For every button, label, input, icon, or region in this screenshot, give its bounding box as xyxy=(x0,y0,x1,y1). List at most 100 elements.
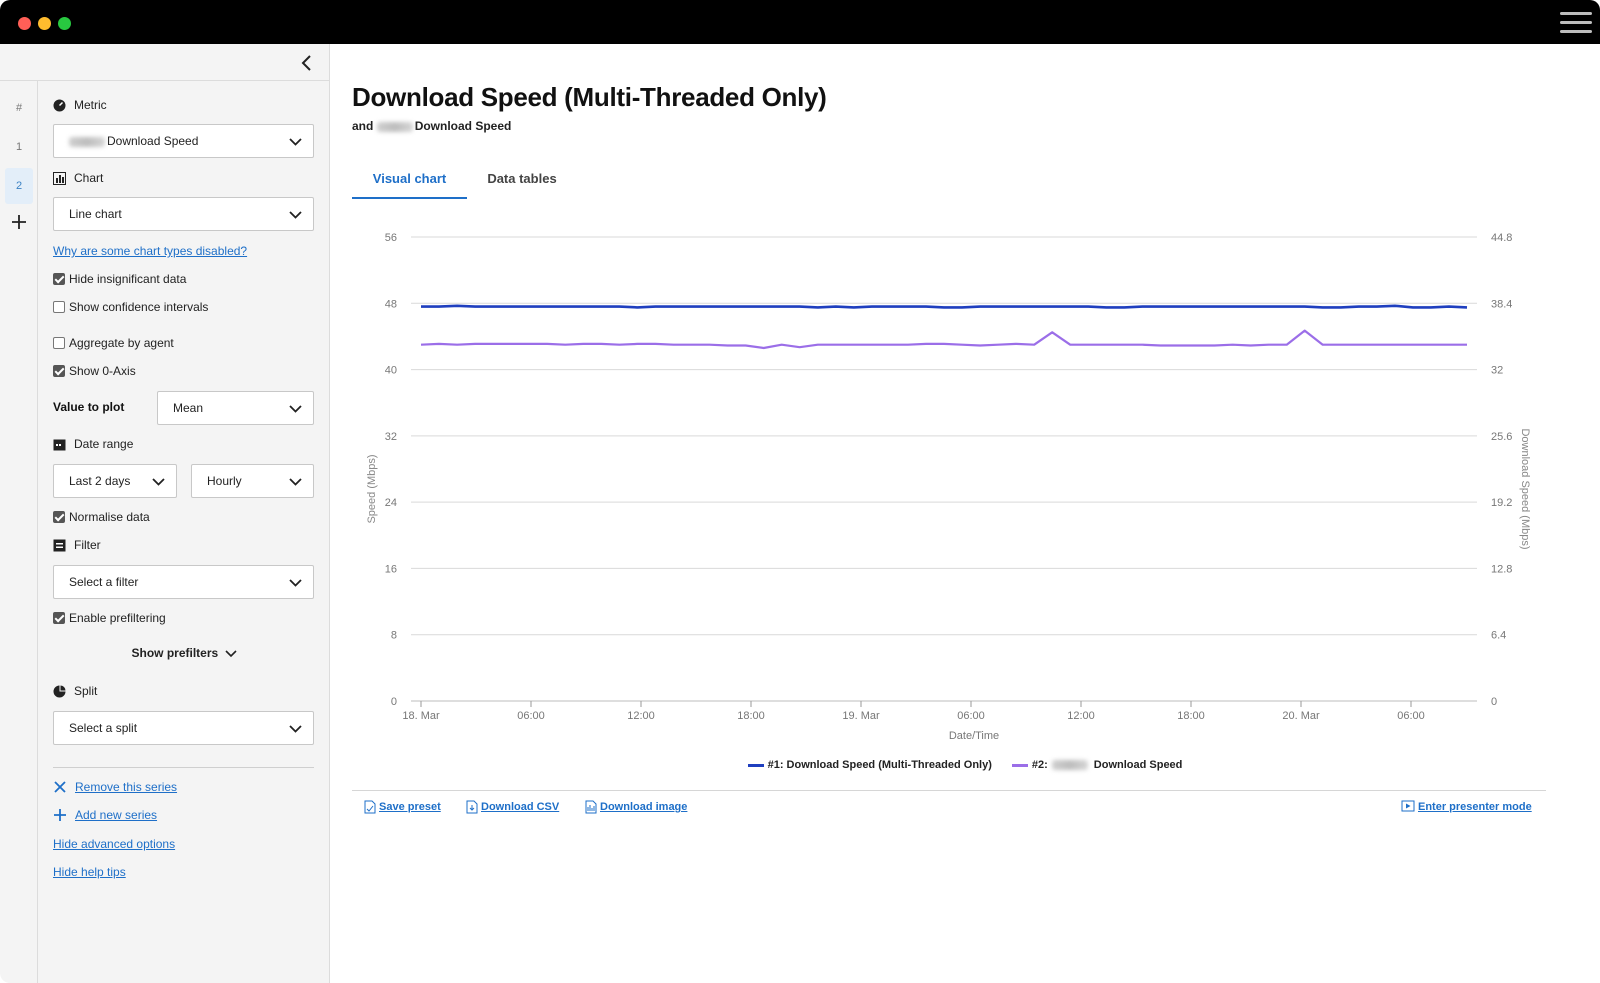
series-tab-1[interactable]: 1 xyxy=(15,141,23,153)
presenter-icon xyxy=(1401,800,1415,812)
y2-tick-label: 32 xyxy=(1491,365,1503,377)
download-csv-link[interactable]: Download CSV xyxy=(466,800,559,814)
filter-icon xyxy=(53,539,66,551)
line-chart: 0 0 8 6.4 16 12.8 24 19.2 32 25.6 40 32 48 38.4 56 44.8… xyxy=(366,232,1531,742)
maximize-window-button[interactable] xyxy=(58,17,71,30)
sidebar-divider xyxy=(53,767,314,768)
image-icon xyxy=(585,800,597,814)
plus-icon[interactable] xyxy=(9,211,29,233)
file-icon xyxy=(364,800,376,814)
pie-chart-icon xyxy=(53,685,66,697)
y-tick-label: 40 xyxy=(385,365,397,377)
filter-label: Filter xyxy=(53,538,101,552)
show-zero-axis-row[interactable]: Show 0-Axis xyxy=(53,364,136,378)
y2-tick-label: 12.8 xyxy=(1491,563,1512,575)
filter-select[interactable]: Select a filter xyxy=(53,565,314,599)
tab-data-tables[interactable]: Data tables xyxy=(487,171,557,186)
normalise-checkbox[interactable] xyxy=(53,511,65,523)
chart-label: Chart xyxy=(53,171,103,185)
close-window-button[interactable] xyxy=(18,17,31,30)
y-tick-label: 56 xyxy=(385,232,397,244)
chevron-down-icon xyxy=(289,579,302,587)
aggregate-agent-checkbox[interactable] xyxy=(53,337,65,349)
redacted-text xyxy=(1051,760,1088,770)
show-zero-axis-checkbox[interactable] xyxy=(53,365,65,377)
page-title: Download Speed (Multi-Threaded Only) xyxy=(352,82,827,112)
show-confidence-checkbox[interactable] xyxy=(53,301,65,313)
y2-axis-label: Download Speed (Mbps) xyxy=(1519,428,1531,549)
calendar-icon xyxy=(53,439,66,450)
minimize-window-button[interactable] xyxy=(38,17,51,30)
split-select[interactable]: Select a split xyxy=(53,711,314,745)
prefiltering-checkbox[interactable] xyxy=(53,612,65,624)
series-line-1 xyxy=(421,304,1468,309)
disabled-chart-types-link[interactable]: Why are some chart types disabled? xyxy=(53,244,248,258)
x-tick-label: 19. Mar xyxy=(842,710,880,722)
aggregate-agent-row[interactable]: Aggregate by agent xyxy=(53,336,174,350)
y2-tick-label: 0 xyxy=(1491,696,1497,708)
metric-select[interactable]: Download Speed xyxy=(53,124,314,158)
tab-visual-chart[interactable]: Visual chart xyxy=(352,168,467,199)
series-tab-2[interactable]: 2 xyxy=(5,168,33,204)
x-tick-label: 12:00 xyxy=(1067,710,1095,722)
chart-type-select[interactable]: Line chart xyxy=(53,197,314,231)
redacted-text xyxy=(69,136,105,147)
metric-label: Metric xyxy=(53,98,107,112)
chevron-down-icon xyxy=(152,478,165,486)
sidebar-header xyxy=(0,44,330,81)
x-tick-label: 06:00 xyxy=(957,710,985,722)
page-subtitle: and Download Speed xyxy=(352,119,512,133)
x-tick-label: 20. Mar xyxy=(1282,710,1320,722)
remove-series-link[interactable]: Remove this series xyxy=(53,780,177,794)
x-tick-label: 12:00 xyxy=(627,710,655,722)
collapse-sidebar-icon[interactable] xyxy=(297,52,317,74)
chevron-down-icon xyxy=(224,650,237,657)
chart-legend: #1: Download Speed (Multi-Threaded Only)… xyxy=(330,759,1600,771)
bar-chart-icon xyxy=(53,171,66,185)
value-to-plot-select[interactable]: Mean xyxy=(157,391,314,425)
chevron-down-icon xyxy=(289,725,302,733)
y-tick-label: 0 xyxy=(391,696,397,708)
x-tick-label: 18:00 xyxy=(737,710,765,722)
main-panel: Download Speed (Multi-Threaded Only) and… xyxy=(330,44,1600,983)
y-tick-label: 32 xyxy=(385,431,397,443)
hamburger-menu-icon[interactable] xyxy=(1560,11,1592,35)
add-series-link[interactable]: Add new series xyxy=(53,808,157,822)
x-tick-label: 06:00 xyxy=(517,710,545,722)
y2-tick-label: 6.4 xyxy=(1491,630,1506,642)
options-sidebar: Metric Download Speed Chart Line chart W… xyxy=(38,81,330,983)
chevron-down-icon xyxy=(289,478,302,486)
show-confidence-row[interactable]: Show confidence intervals xyxy=(53,300,208,314)
download-image-link[interactable]: Download image xyxy=(585,800,687,814)
save-preset-link[interactable]: Save preset xyxy=(364,800,441,814)
legend-item-series-2[interactable]: #2: Download Speed xyxy=(1011,759,1182,771)
y-tick-label: 8 xyxy=(391,630,397,642)
interval-select[interactable]: Hourly xyxy=(191,464,314,498)
hide-advanced-link[interactable]: Hide advanced options xyxy=(53,837,176,851)
show-prefilters-toggle[interactable]: Show prefilters xyxy=(38,646,330,660)
footer-divider xyxy=(352,790,1546,791)
presenter-mode-link[interactable]: Enter presenter mode xyxy=(1401,800,1532,813)
legend-item-series-1[interactable]: #1: Download Speed (Multi-Threaded Only) xyxy=(747,759,992,771)
hide-insignificant-row[interactable]: Hide insignificant data xyxy=(53,272,186,286)
redacted-text xyxy=(376,121,413,132)
prefiltering-row[interactable]: Enable prefiltering xyxy=(53,611,166,625)
y-tick-label: 16 xyxy=(385,563,397,575)
y-tick-label: 24 xyxy=(385,497,397,509)
series-rail: # 1 2 xyxy=(0,81,38,983)
y2-tick-label: 38.4 xyxy=(1491,298,1512,310)
date-range-label: Date range xyxy=(53,437,133,451)
normalise-row[interactable]: Normalise data xyxy=(53,510,150,524)
date-range-select[interactable]: Last 2 days xyxy=(53,464,177,498)
y2-tick-label: 25.6 xyxy=(1491,431,1512,443)
x-axis-label: Date/Time xyxy=(949,730,999,742)
title-bar xyxy=(0,0,1600,44)
split-label: Split xyxy=(53,684,97,698)
y2-tick-label: 19.2 xyxy=(1491,497,1512,509)
hide-help-link[interactable]: Hide help tips xyxy=(53,865,126,879)
x-tick-label: 06:00 xyxy=(1397,710,1425,722)
hide-insignificant-checkbox[interactable] xyxy=(53,273,65,285)
y2-tick-label: 44.8 xyxy=(1491,232,1512,244)
legend-swatch xyxy=(747,763,764,767)
